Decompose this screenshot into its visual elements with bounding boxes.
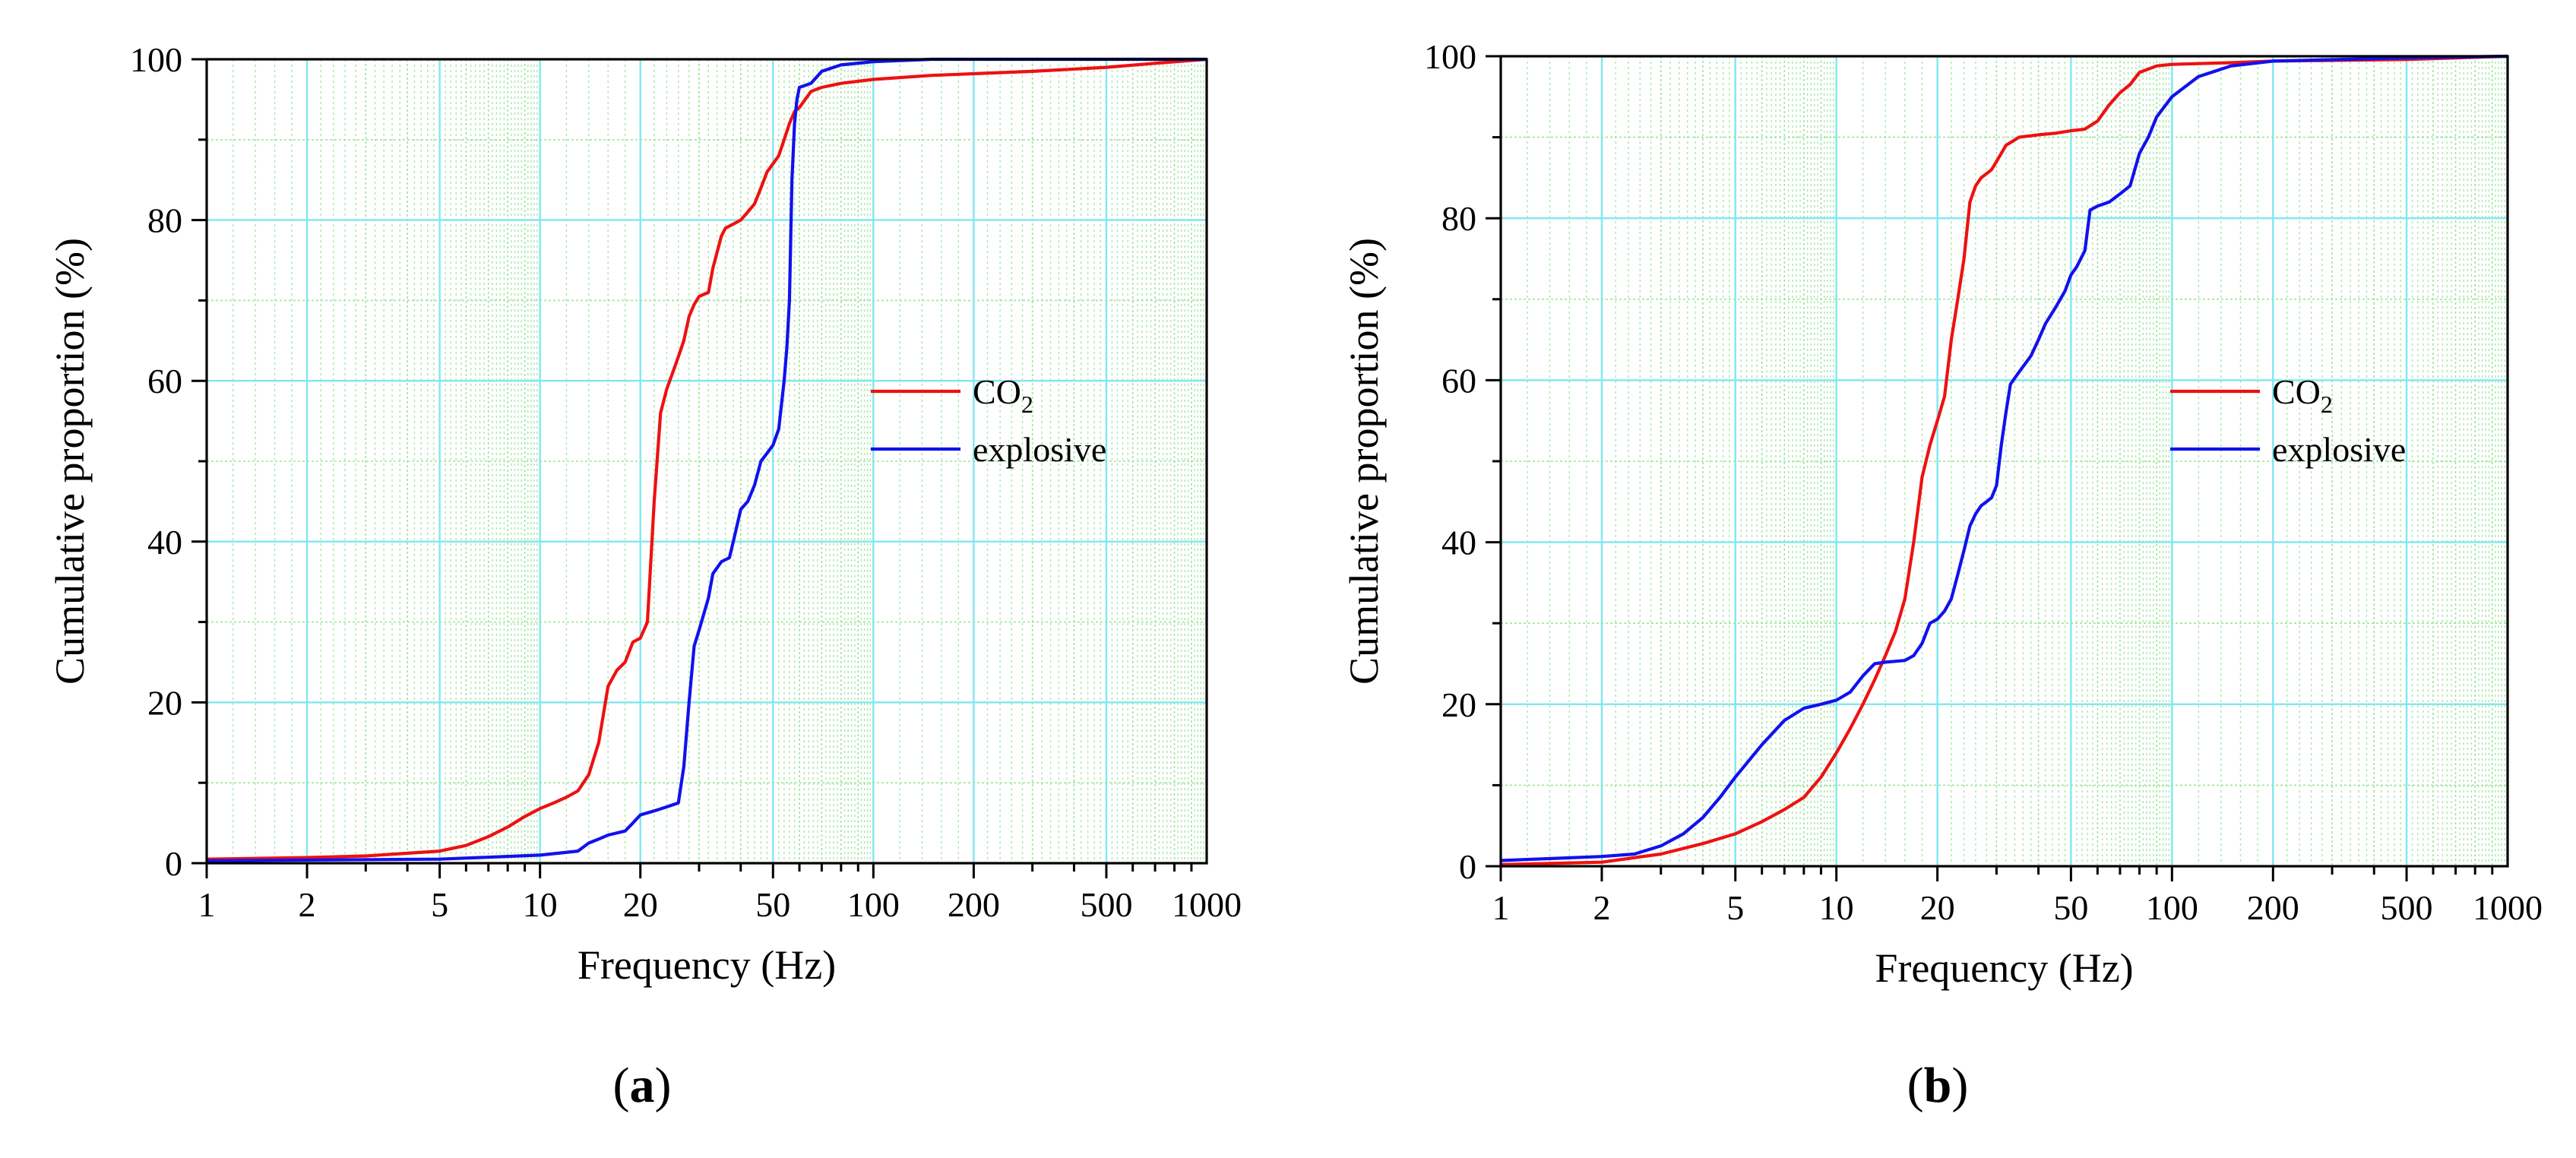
panel-b-series-line-explosive — [1500, 54, 2508, 862]
panel-b-x-axis-title: Frequency (Hz) — [1875, 945, 2133, 991]
panel-a-legend-subscript: 2 — [1021, 391, 1033, 418]
panel-b-y-axis-title: Cumulative proportion (%) — [1341, 238, 1387, 685]
panel-a-x-tick-label: 500 — [1080, 885, 1132, 924]
panel-b-x-tick-label: 500 — [2381, 888, 2433, 927]
panel-b-x-tick-label: 50 — [2053, 888, 2088, 927]
panel-b-label: (b) — [1907, 1058, 1969, 1113]
panel-b-chart: 1 2 5 10 20 50 100 200 500 1000 0 20 40 60 80 100 Freque… — [1341, 37, 2543, 1113]
panel-b-x-tick-label: 20 — [1920, 888, 1955, 927]
panel-b-series-line-co2 — [1500, 54, 2508, 866]
panel-b-x-tick-label: 1000 — [2473, 888, 2543, 927]
panel-b-x-tick-label: 10 — [1819, 888, 1854, 927]
panel-b-y-tick-label: 60 — [1441, 361, 1476, 400]
panel-a-x-tick-label: 1 — [198, 885, 216, 924]
panel-a-grid — [205, 58, 1208, 865]
panel-a-y-axis-title: Cumulative proportion (%) — [47, 238, 93, 685]
panel-a-legend-label-explosive: explosive — [973, 430, 1106, 469]
panel-b-legend: CO2 explosive — [2170, 372, 2406, 469]
panel-a-x-tick-label: 50 — [755, 885, 790, 924]
panel-b-y-tick-label: 100 — [1424, 37, 1476, 76]
panel-b-legend-label-explosive: explosive — [2272, 430, 2406, 469]
panel-b-grid — [1499, 55, 2509, 868]
panel-b-x-tick-label: 2 — [1593, 888, 1610, 927]
panel-a-y-tick-label: 60 — [147, 362, 182, 400]
panel-a-x-tick-label: 200 — [948, 885, 1000, 924]
panel-b-x-tick-label: 5 — [1726, 888, 1744, 927]
panel-b-x-tick-label: 200 — [2247, 888, 2299, 927]
panel-a-y-tick-label: 20 — [147, 683, 182, 722]
panel-b-y-tick-label: 20 — [1441, 685, 1476, 724]
panel-a-x-axis-title: Frequency (Hz) — [578, 942, 836, 988]
panel-a-x-tick-label: 5 — [431, 885, 448, 924]
panel-a-y-tick-label: 0 — [165, 844, 182, 883]
panel-a-plot-area — [207, 59, 1207, 863]
panel-a-y-tick-label: 80 — [147, 201, 182, 240]
panel-a-x-tick-label: 1000 — [1172, 885, 1242, 924]
panel-a-series-line-explosive — [206, 57, 1207, 862]
panel-b-y-tick-label: 80 — [1441, 199, 1476, 238]
panel-a-series-line-co2 — [206, 57, 1207, 861]
panel-a-chart: 1 2 5 10 20 50 100 200 500 1000 0 20 40 60 80 100 Freque… — [47, 40, 1242, 1113]
panel-a-x-tick-label: 20 — [623, 885, 658, 924]
panel-a-x-tick-label: 2 — [299, 885, 316, 924]
panel-b-y-tick-label: 40 — [1441, 524, 1476, 562]
panel-a-x-tick-label: 100 — [847, 885, 900, 924]
panel-a-label: (a) — [613, 1058, 672, 1113]
panel-a-y-tick-label: 100 — [130, 40, 182, 79]
panel-b-legend-subscript: 2 — [2321, 391, 2333, 418]
panel-b-y-tick-label: 0 — [1459, 847, 1476, 886]
panel-a-x-tick-label: 10 — [523, 885, 558, 924]
panel-b-x-tick-label: 100 — [2146, 888, 2198, 927]
panel-a-y-tick-label: 40 — [147, 523, 182, 562]
panel-b-x-tick-label: 1 — [1492, 888, 1510, 927]
panel-b-legend-label-co2: CO2 — [2272, 372, 2333, 418]
